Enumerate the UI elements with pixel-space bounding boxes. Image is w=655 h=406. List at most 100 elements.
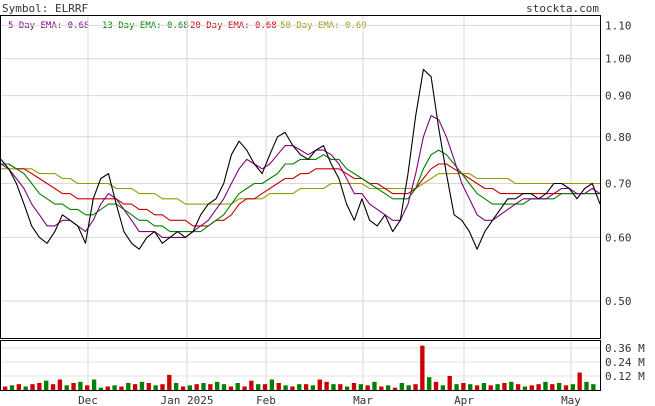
volume-bar: [290, 386, 295, 390]
volume-bar: [276, 383, 281, 390]
site-watermark: stockta.com: [526, 2, 599, 15]
volume-bar: [242, 386, 247, 390]
volume-bar: [338, 384, 343, 390]
volume-bar: [303, 384, 309, 390]
grid: [1, 16, 600, 390]
volume-bar: [454, 384, 459, 390]
volume-bar: [365, 385, 370, 390]
volume-bar: [85, 385, 90, 390]
volume-bar: [379, 386, 384, 390]
volume-bar: [488, 385, 493, 390]
volume-bar: [50, 384, 56, 390]
price-tick-label: 0.90: [605, 90, 632, 103]
volume-bar: [78, 381, 83, 390]
volume-bar: [91, 379, 97, 390]
series-line-13-day-ema: [1, 149, 600, 233]
volume-bar: [297, 384, 302, 390]
volume-bar: [201, 383, 206, 390]
symbol-label: Symbol: ELRRF: [2, 2, 88, 15]
volume-bar: [570, 384, 575, 390]
volume-tick-label: 0.24 M: [605, 356, 645, 369]
volume-bar: [221, 384, 227, 390]
volume-bar: [522, 386, 528, 390]
volume-bar: [146, 383, 151, 390]
volume-bar: [447, 376, 452, 390]
volume-bar: [420, 345, 425, 390]
volume-bar: [98, 387, 104, 390]
volume-bar: [269, 379, 275, 390]
volume-bar: [173, 383, 179, 390]
volume-bar: [310, 385, 316, 390]
volume-bar: [427, 377, 432, 390]
volume-bar: [160, 384, 165, 390]
volume-bar: [9, 385, 15, 390]
volume-bar: [228, 386, 234, 390]
volume-bar: [194, 384, 199, 390]
legend-ema5: 5 Day EMA: 0.68: [8, 21, 89, 31]
volume-bar: [468, 384, 473, 390]
legend-ema50: 50 Day EMA: 0.69: [280, 21, 367, 31]
volume-bar: [167, 374, 172, 390]
volume-bar: [44, 380, 49, 390]
volume-axis: 0.36 M0.24 M0.12 M: [605, 342, 645, 383]
volume-bar: [556, 383, 562, 390]
volume-bar: [515, 384, 521, 390]
volume-bar: [591, 384, 596, 390]
date-axis: Dec Jan 2025 Feb Mar Apr May: [78, 394, 581, 406]
volume-bar: [331, 384, 336, 390]
volume-bar: [536, 384, 541, 390]
volume-bar: [385, 385, 391, 390]
volume-bar: [324, 381, 329, 390]
volume-bar: [235, 383, 240, 390]
volume-bar: [433, 381, 439, 390]
date-tick-label: Dec: [78, 394, 98, 406]
volume-bar: [139, 381, 145, 390]
volume-bar: [440, 385, 446, 390]
price-tick-label: 0.70: [605, 177, 632, 190]
volume-bar: [344, 386, 350, 390]
volume-bar: [406, 385, 411, 390]
volume-bar: [256, 384, 261, 390]
volume-bar: [495, 384, 500, 390]
volume-bar: [30, 384, 35, 390]
date-tick-label: Feb: [256, 394, 276, 406]
volume-bar: [577, 372, 582, 390]
volume-bar: [372, 381, 377, 390]
volume-bar: [461, 383, 466, 390]
volume-bar: [126, 383, 131, 390]
volume-bar: [23, 386, 28, 390]
date-tick-label: Apr: [454, 394, 474, 406]
price-tick-label: 0.80: [605, 131, 632, 144]
volume-tick-label: 0.36 M: [605, 342, 645, 355]
volume-bar: [509, 381, 514, 390]
volume-bar: [132, 384, 138, 390]
volume-bar: [187, 385, 192, 390]
legend-ema20: 20 Day EMA: 0.68: [190, 21, 277, 31]
volume-bar: [37, 383, 42, 390]
volume-bar: [317, 379, 322, 390]
price-tick-label: 1.10: [605, 19, 632, 32]
volume-bar: [481, 383, 487, 390]
volume-bar: [543, 381, 548, 390]
volume-tick-label: 0.12 M: [605, 370, 645, 383]
volume-bar: [249, 380, 254, 390]
volume-bar: [584, 381, 589, 390]
volume-bar: [563, 385, 569, 390]
volume-bar: [105, 386, 110, 390]
volume-bar: [180, 386, 186, 390]
volume-bar: [399, 383, 405, 390]
price-panel-frame: [0, 15, 601, 339]
volume-bar: [215, 381, 220, 390]
volume-bar: [112, 385, 117, 390]
series-line-20-day-ema: [1, 163, 600, 227]
price-tick-label: 0.50: [605, 295, 632, 308]
volume-bar: [392, 387, 398, 390]
series-line-5-day-ema: [0, 115, 601, 238]
volume-bar: [71, 383, 76, 390]
date-tick-label: Jan 2025: [161, 394, 214, 406]
price-tick-label: 0.60: [605, 231, 632, 244]
volume-bar: [262, 384, 268, 390]
volume-bar: [358, 384, 363, 390]
legend: 5 Day EMA: 0.68 13 Day EMA: 0.68 20 Day …: [8, 21, 367, 31]
